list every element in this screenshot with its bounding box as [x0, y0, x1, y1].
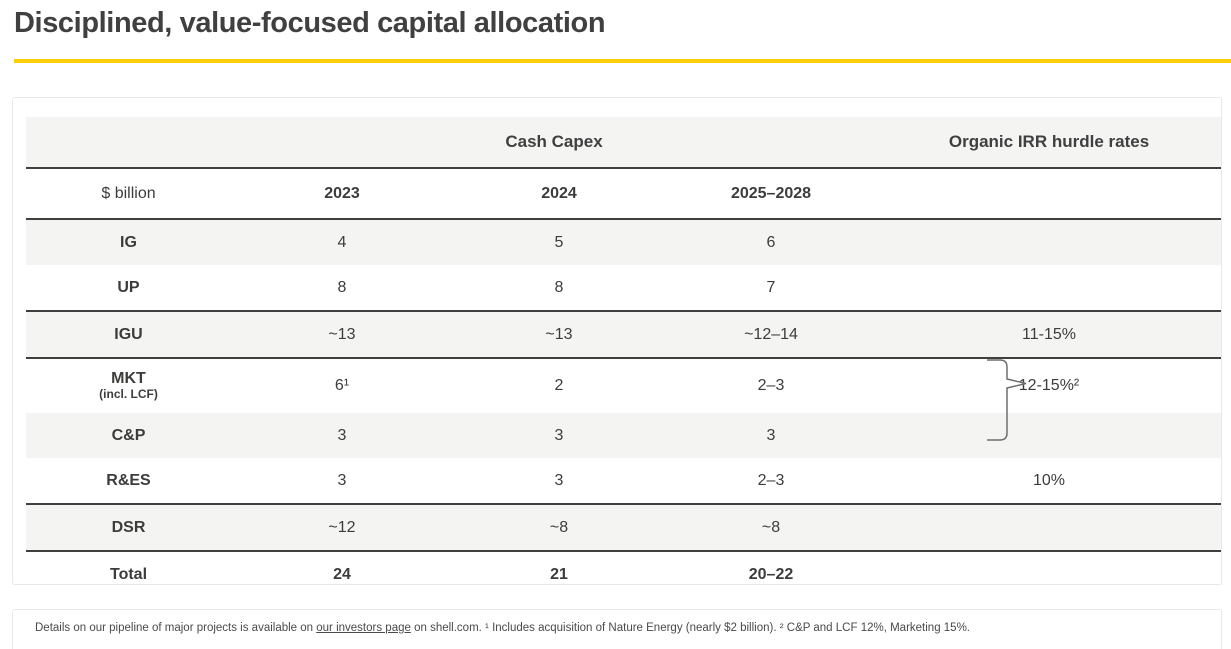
row-label: DSR: [111, 518, 146, 536]
capex-value: 3: [453, 413, 665, 458]
capex-value: ~12–14: [665, 311, 878, 359]
capex-value: 4: [231, 219, 453, 265]
row-label-cell: MKT (incl. LCF): [26, 358, 231, 413]
capex-value: ~8: [453, 504, 665, 552]
group-header-row: Cash Capex Organic IRR hurdle rates: [26, 117, 1221, 169]
year-header-row: $ billion 2023 2024 2025–2028: [26, 168, 1221, 220]
capex-value: 21: [550, 565, 568, 583]
row-label: UP: [117, 278, 140, 296]
table-row: MKT (incl. LCF) 6¹ 2 2–3 12-15%²: [26, 358, 1221, 413]
capex-value: ~12: [231, 504, 453, 552]
table-row: IG 4 5 6: [26, 219, 1221, 265]
table-row: R&ES 3 3 2–3 10%: [26, 458, 1221, 505]
capex-value: ~13: [231, 311, 453, 359]
capex-value: 6¹: [334, 377, 350, 394]
row-label: Total: [109, 565, 148, 583]
page-title: Disciplined, value-focused capital alloc…: [14, 7, 606, 39]
footnote-pre: Details on our pipeline of major project…: [35, 622, 317, 634]
capex-value: 2: [554, 377, 564, 394]
group-header-spacer: [26, 117, 231, 169]
row-label: IGU: [114, 325, 143, 343]
row-label-cell: R&ES: [26, 458, 231, 505]
table-row: UP 8 8 7: [26, 265, 1221, 312]
footnote-note2: ² C&P and LCF 12%, Marketing 15%.: [779, 622, 971, 634]
capex-value: 24: [333, 565, 351, 583]
capex-value: 3: [453, 458, 665, 505]
table-row: IGU ~13 ~13 ~12–14 11-15%: [26, 311, 1221, 359]
year-header-spacer: [877, 168, 1221, 220]
hurdle-value: [877, 413, 1221, 458]
table-row: C&P 3 3 3: [26, 413, 1221, 458]
row-sublabel: (incl. LCF): [99, 386, 158, 401]
row-label-cell: C&P: [26, 413, 231, 458]
capex-value: 3: [665, 413, 878, 458]
footnote-card: Details on our pipeline of major project…: [12, 609, 1222, 649]
year-header-2025-2028: 2025–2028: [665, 168, 878, 220]
capex-value: 6: [665, 219, 878, 265]
table-row: DSR ~12 ~8 ~8: [26, 504, 1221, 552]
hurdle-value: [877, 551, 1221, 584]
year-header-2023: 2023: [231, 168, 453, 220]
capex-value: 8: [231, 265, 453, 312]
accent-rule: [14, 59, 1231, 63]
row-label-cell: Total: [26, 551, 231, 584]
hurdle-value: 10%: [877, 458, 1221, 505]
row-label: C&P: [111, 426, 146, 444]
capex-table: Cash Capex Organic IRR hurdle rates $ bi…: [26, 117, 1221, 584]
row-label-cell: UP: [26, 265, 231, 312]
capex-value: ~13: [453, 311, 665, 359]
row-label-cell: IG: [26, 219, 231, 265]
row-label: IG: [120, 233, 137, 251]
capex-value: 7: [665, 265, 878, 312]
row-label: MKT: [111, 370, 146, 388]
capex-value: 3: [231, 413, 453, 458]
capex-value: 2–3: [757, 377, 785, 394]
row-label-cell: IGU: [26, 311, 231, 359]
investors-page-link[interactable]: our investors page: [316, 622, 411, 634]
hurdle-value: 11-15%: [877, 311, 1221, 359]
unit-label: $ billion: [26, 168, 231, 220]
irr-hurdle-header: Organic IRR hurdle rates: [877, 117, 1221, 169]
hurdle-value: [877, 219, 1221, 265]
capex-value: 3: [231, 458, 453, 505]
capex-value: 20–22: [748, 565, 794, 583]
row-label-cell: DSR: [26, 504, 231, 552]
capex-value: 5: [453, 219, 665, 265]
footnote-post: on shell.com.: [410, 622, 486, 634]
hurdle-value: [877, 504, 1221, 552]
footnote-note1: ¹ Includes acquisition of Nature Energy …: [485, 622, 780, 634]
cash-capex-header: Cash Capex: [231, 117, 878, 169]
hurdle-value: 12-15%²: [1018, 377, 1080, 394]
capex-value: ~8: [665, 504, 878, 552]
footnote: Details on our pipeline of major project…: [13, 610, 1221, 634]
table-row: Total 24 21 20–22: [26, 551, 1221, 584]
row-label: R&ES: [106, 471, 151, 489]
capital-allocation-card: Cash Capex Organic IRR hurdle rates $ bi…: [12, 97, 1222, 585]
year-header-2024: 2024: [453, 168, 665, 220]
hurdle-value: [877, 265, 1221, 312]
capex-value: 2–3: [665, 458, 878, 505]
capex-value: 8: [453, 265, 665, 312]
